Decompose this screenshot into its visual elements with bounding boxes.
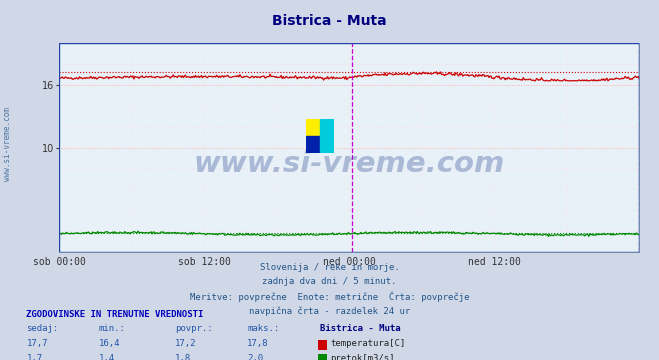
Text: 1,8: 1,8	[175, 354, 190, 360]
Text: 17,8: 17,8	[247, 339, 269, 348]
Bar	[320, 136, 334, 153]
Text: Bistrica - Muta: Bistrica - Muta	[272, 14, 387, 28]
Text: 17,7: 17,7	[26, 339, 48, 348]
Bar	[306, 136, 320, 153]
Text: 1,4: 1,4	[99, 354, 115, 360]
Text: sedaj:: sedaj:	[26, 324, 59, 333]
Text: navpična črta - razdelek 24 ur: navpična črta - razdelek 24 ur	[249, 306, 410, 315]
Bar	[320, 119, 334, 136]
Text: zadnja dva dni / 5 minut.: zadnja dva dni / 5 minut.	[262, 277, 397, 286]
Text: Meritve: povprečne  Enote: metrične  Črta: povprečje: Meritve: povprečne Enote: metrične Črta:…	[190, 292, 469, 302]
Text: www.si-vreme.com: www.si-vreme.com	[194, 150, 505, 178]
Bar	[306, 119, 320, 136]
Text: 17,2: 17,2	[175, 339, 196, 348]
Text: ZGODOVINSKE IN TRENUTNE VREDNOSTI: ZGODOVINSKE IN TRENUTNE VREDNOSTI	[26, 310, 204, 319]
Text: www.si-vreme.com: www.si-vreme.com	[3, 107, 13, 181]
Text: Bistrica - Muta: Bistrica - Muta	[320, 324, 400, 333]
Bar	[59, 43, 639, 252]
Text: 1,7: 1,7	[26, 354, 42, 360]
Text: povpr.:: povpr.:	[175, 324, 212, 333]
Text: pretok[m3/s]: pretok[m3/s]	[330, 354, 395, 360]
Text: maks.:: maks.:	[247, 324, 279, 333]
Text: min.:: min.:	[99, 324, 126, 333]
Text: temperatura[C]: temperatura[C]	[330, 339, 405, 348]
Text: 16,4: 16,4	[99, 339, 121, 348]
Text: Slovenija / reke in morje.: Slovenija / reke in morje.	[260, 263, 399, 272]
Text: 2,0: 2,0	[247, 354, 263, 360]
